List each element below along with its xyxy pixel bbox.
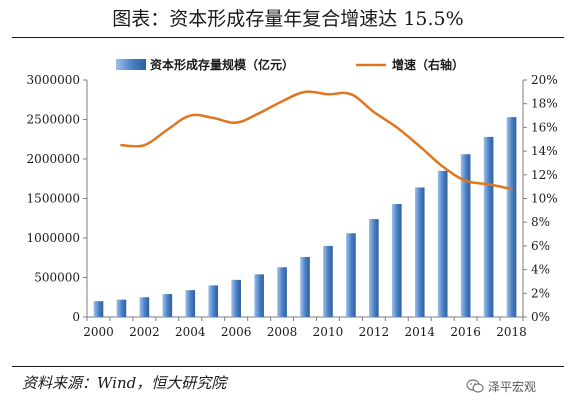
x-tick-label: 2000 [83,325,114,339]
bar [346,233,356,317]
x-tick-label: 2004 [175,325,206,339]
chart-area: 资本形成存量规模（亿元） 增速（右轴） 0 500000 1000000 1500000… [27,57,558,339]
y-left-tick-label: 1000000 [27,231,80,245]
y-right-tick-label: 14% [531,144,558,158]
bar [116,299,127,317]
legend: 资本形成存量规模（亿元） 增速（右轴） [116,57,464,72]
source-note: 资料来源：Wind，恒大研究院 [22,374,227,392]
y-left-tick-label: 3000000 [27,73,80,87]
bar [460,154,471,317]
x-tick-label: 2008 [267,325,298,339]
y-left-tick-label: 0 [72,310,80,324]
y-right-tick-label: 10% [531,192,558,206]
y-right-tick-label: 16% [531,120,558,134]
legend-line-label: 增速（右轴） [392,57,464,72]
title-rule [12,37,564,38]
axes: 0 500000 1000000 1500000 2000000 2500000 30000… [27,73,558,339]
y-right-tick-label: 18% [531,97,558,111]
x-tick-label: 2012 [359,325,390,339]
x-tick-label: 2006 [221,325,252,339]
y-left-tick-label: 2500000 [27,113,80,127]
bar [93,301,104,317]
y-right-tick-label: 6% [531,239,550,253]
y-right-tick-label: 12% [531,168,558,182]
wechat-icon [466,379,484,393]
y-left-tick-label: 500000 [34,271,80,285]
bar [162,294,173,317]
source-rule [12,366,564,367]
x-tick-label: 2010 [313,325,344,339]
watermark-text: 泽平宏观 [488,379,537,394]
bar [414,187,425,317]
growth-line [120,90,513,191]
bar [483,136,494,317]
y-right-tick-label: 4% [531,263,550,277]
x-tick-label: 2014 [404,325,435,339]
chart-title: 图表：资本形成存量年复合增速达 15.5% [112,8,464,30]
bar [300,256,310,317]
legend-bar-swatch [116,59,146,70]
y-left-tick-label: 2000000 [27,152,80,166]
bar [208,285,219,317]
legend-bar-label: 资本形成存量规模（亿元） [150,57,294,72]
line-series [120,90,513,191]
y-right-tick-label: 2% [531,286,550,300]
bar [437,170,448,317]
y-right-tick-label: 20% [531,73,558,87]
x-tick-label: 2018 [496,325,527,339]
watermark: 泽平宏观 [466,376,536,396]
bar-series [93,117,517,317]
bar [185,290,196,317]
y-left-tick-label: 1500000 [27,192,80,206]
bar [369,219,379,317]
bar [254,274,264,317]
bar [391,204,402,317]
bar [323,245,333,317]
x-tick-label: 2002 [129,325,160,339]
bar [139,297,150,317]
bar [231,279,241,317]
bar [506,117,517,317]
y-right-tick-label: 8% [531,215,550,229]
bar [277,267,287,317]
y-right-tick-label: 0% [531,310,550,324]
x-tick-label: 2016 [450,325,481,339]
